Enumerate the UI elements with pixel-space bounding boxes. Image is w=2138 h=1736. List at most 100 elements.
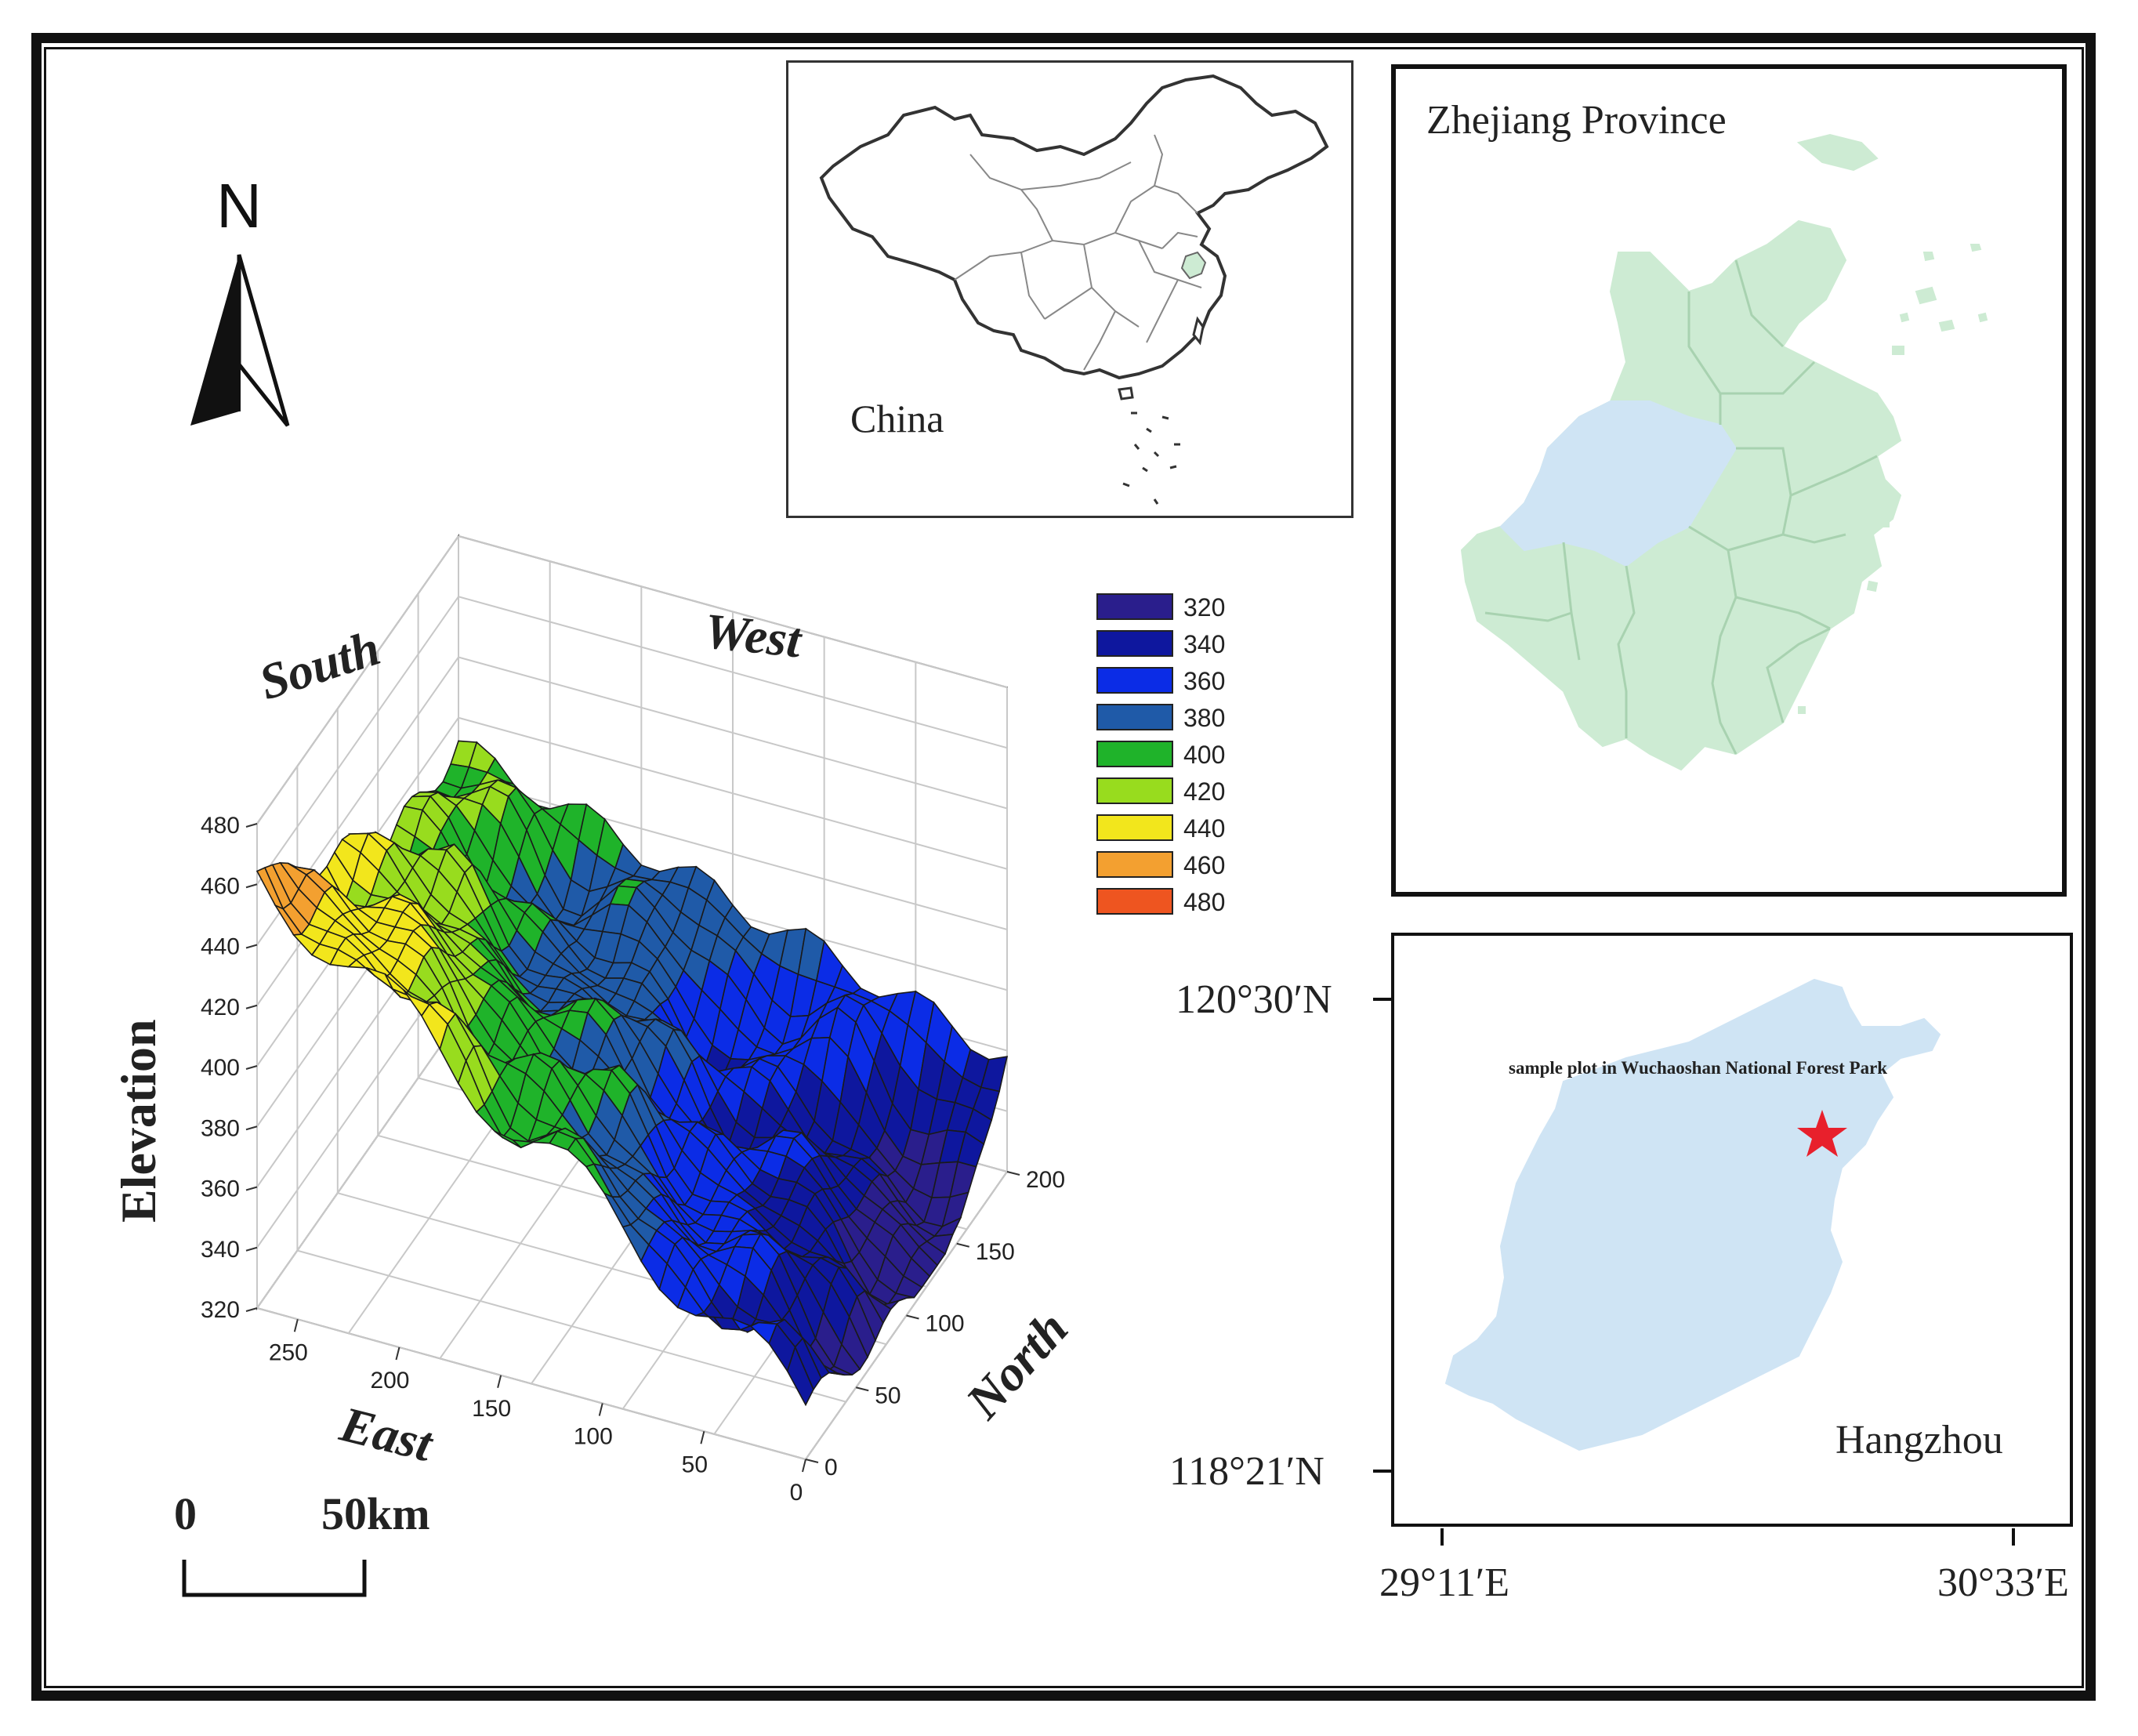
z-axis-tick — [245, 1186, 258, 1191]
wall-gridline — [458, 716, 1008, 870]
legend-swatch — [1096, 704, 1173, 730]
floor-gridline — [297, 1249, 846, 1403]
east-axis-tick-label: 50 — [682, 1451, 708, 1477]
z-axis-tick-label: 360 — [201, 1176, 240, 1202]
hangzhou-region — [1499, 400, 1738, 567]
east-axis-tick-label: 100 — [574, 1424, 613, 1450]
z-axis-tick-label: 420 — [201, 995, 240, 1020]
wall-gridline — [458, 535, 1008, 688]
z-axis-tick — [245, 823, 258, 828]
zhoushan-islands — [1796, 133, 1988, 714]
z-axis-tick-label: 340 — [201, 1237, 240, 1263]
legend-label: 440 — [1183, 814, 1225, 843]
hangzhou-map — [1444, 978, 1941, 1451]
east-axis-tick — [700, 1431, 705, 1444]
sample-site-label: sample plot in Wuchaoshan National Fores… — [1509, 1058, 1888, 1078]
z-axis-tick-label: 320 — [201, 1297, 240, 1323]
north-axis-tick-label: 150 — [976, 1239, 1015, 1265]
china-inset-label: China — [850, 397, 944, 440]
scale-bar — [182, 1560, 367, 1597]
north-axis-tick — [1006, 1171, 1020, 1176]
north-axis-tick-label: 100 — [926, 1311, 965, 1337]
legend-label: 400 — [1183, 741, 1225, 769]
wall-gridline — [458, 596, 1008, 749]
legend-label: 360 — [1183, 667, 1225, 695]
legend-swatch — [1096, 667, 1173, 694]
north-axis-tick — [856, 1386, 869, 1392]
east-axis-tick-label: 200 — [370, 1368, 409, 1394]
z-axis-tick-label: 400 — [201, 1055, 240, 1081]
north-arrow-icon: N — [190, 176, 290, 427]
north-axis-tick-label: 200 — [1026, 1167, 1065, 1193]
z-axis-tick — [245, 1246, 258, 1252]
lat-tick-label-top: 120°30′N — [1176, 977, 1332, 1022]
east-axis-tick — [293, 1319, 299, 1332]
north-axis-tick — [956, 1242, 969, 1248]
wall-gridline — [256, 1020, 459, 1309]
legend-label: 460 — [1183, 851, 1225, 879]
legend-label: 420 — [1183, 777, 1225, 806]
north-axis-tick-label: 50 — [875, 1383, 900, 1408]
zhejiang-county-borders — [1484, 259, 1878, 755]
lon-tick-label-left: 29°11′E — [1379, 1560, 1510, 1605]
north-arrow-letter: N — [216, 176, 262, 241]
hainan-island — [1118, 386, 1134, 400]
legend-label: 320 — [1183, 593, 1225, 622]
lon-tick-label-right: 30°33′E — [1937, 1560, 2069, 1605]
outer-frame — [31, 33, 2096, 1701]
wall-gridline — [256, 535, 459, 825]
z-axis-tick-label: 440 — [201, 934, 240, 960]
scale-bar-end-label: 50km — [321, 1488, 430, 1539]
east-axis-tick-label: 250 — [269, 1339, 308, 1365]
legend-swatch — [1096, 593, 1173, 620]
sample-site-star-icon — [1797, 1110, 1847, 1157]
legend-label: 480 — [1183, 888, 1225, 916]
east-axis-tick-label: 0 — [790, 1480, 803, 1506]
china-province-borders — [954, 134, 1202, 371]
scale-bar-start-label: 0 — [174, 1488, 197, 1539]
z-axis-tick — [245, 883, 258, 889]
south-china-sea-islands — [1122, 411, 1180, 505]
wall-gridline — [256, 596, 459, 885]
z-axis-tick-label: 460 — [201, 873, 240, 899]
east-axis-tick — [598, 1403, 603, 1416]
legend-swatch — [1096, 851, 1173, 878]
z-axis-tick — [245, 1004, 258, 1009]
north-axis-tick-label: 0 — [824, 1455, 838, 1480]
china-map — [819, 74, 1329, 505]
taiwan-island — [1192, 316, 1205, 346]
zhejiang-highlight — [1180, 251, 1207, 280]
legend-swatch — [1096, 777, 1173, 804]
legend-label: 380 — [1183, 704, 1225, 732]
zhejiang-inset-label: Zhejiang Province — [1426, 98, 1727, 143]
z-axis-tick — [245, 1065, 258, 1070]
legend-swatch — [1096, 630, 1173, 657]
legend-swatch — [1096, 814, 1173, 841]
north-axis-tick — [805, 1459, 819, 1463]
z-axis-tick-label: 480 — [201, 813, 240, 839]
zhejiang-map — [1460, 133, 1988, 771]
north-axis-tick — [906, 1314, 919, 1320]
surface-cell — [786, 1345, 814, 1407]
z-axis-tick — [245, 944, 258, 949]
inner-frame — [44, 47, 2084, 1688]
hangzhou-inset-ticks — [1373, 998, 2015, 1546]
east-axis-tick-label: 150 — [472, 1396, 511, 1422]
legend-swatch — [1096, 888, 1173, 915]
wall-gridline — [458, 656, 1008, 810]
hangzhou-outline — [1444, 978, 1941, 1451]
direction-label-west: West — [701, 602, 804, 669]
z-axis-label: Elevation — [111, 1019, 166, 1223]
east-axis-tick — [497, 1375, 502, 1389]
east-axis-tick — [395, 1346, 400, 1361]
z-axis-tick — [245, 1307, 258, 1312]
hangzhou-inset-label: Hangzhou — [1835, 1418, 2003, 1462]
legend-swatch — [1096, 741, 1173, 767]
legend-label: 340 — [1183, 630, 1225, 658]
z-axis-tick — [245, 1125, 258, 1131]
lat-tick-label-bottom: 118°21′N — [1169, 1449, 1324, 1494]
floor-gridline — [256, 1307, 806, 1460]
z-axis-tick-label: 380 — [201, 1115, 240, 1141]
